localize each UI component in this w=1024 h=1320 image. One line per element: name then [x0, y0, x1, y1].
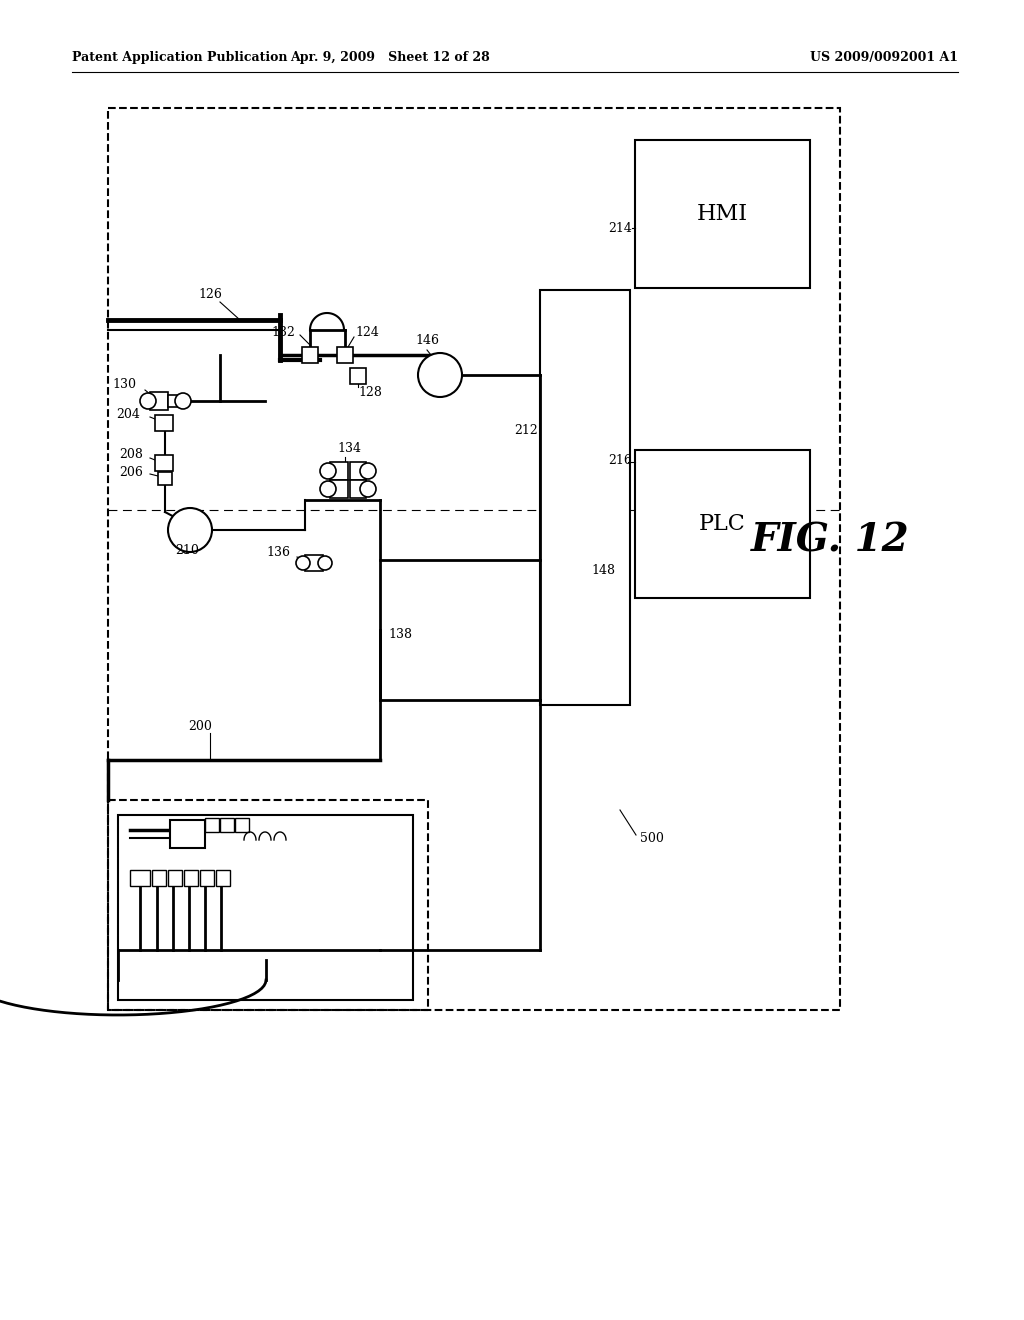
Bar — [150, 392, 168, 411]
Bar — [108, 108, 840, 1010]
Circle shape — [175, 393, 191, 409]
Text: Apr. 9, 2009   Sheet 12 of 28: Apr. 9, 2009 Sheet 12 of 28 — [290, 51, 489, 65]
Bar — [305, 554, 323, 572]
Text: 146: 146 — [415, 334, 439, 346]
Text: 136: 136 — [266, 546, 290, 560]
Bar — [152, 870, 166, 886]
Bar — [635, 140, 810, 288]
Bar — [350, 368, 366, 384]
Text: HMI: HMI — [696, 203, 748, 224]
Bar — [350, 462, 366, 480]
Circle shape — [140, 393, 156, 409]
Text: US 2009/0092001 A1: US 2009/0092001 A1 — [810, 51, 958, 65]
Text: 132: 132 — [271, 326, 295, 338]
Text: 138: 138 — [388, 628, 412, 642]
Text: 210: 210 — [175, 544, 199, 557]
Bar — [200, 870, 214, 886]
Text: 128: 128 — [358, 385, 382, 399]
Circle shape — [168, 508, 212, 552]
Bar — [168, 395, 182, 407]
Bar — [330, 480, 348, 498]
Text: 124: 124 — [355, 326, 379, 338]
Bar — [170, 820, 205, 847]
Bar — [337, 347, 353, 363]
Text: 216: 216 — [608, 454, 632, 466]
Text: 204: 204 — [116, 408, 140, 421]
Circle shape — [418, 352, 462, 397]
Bar — [216, 870, 230, 886]
Circle shape — [360, 463, 376, 479]
Text: 130: 130 — [112, 379, 136, 392]
Text: PLC: PLC — [698, 513, 745, 535]
Circle shape — [360, 480, 376, 498]
Bar — [234, 818, 249, 832]
Bar — [350, 480, 366, 498]
Circle shape — [319, 463, 336, 479]
Text: 134: 134 — [337, 442, 361, 455]
Circle shape — [319, 480, 336, 498]
Text: 208: 208 — [119, 449, 143, 462]
Text: 500: 500 — [640, 832, 664, 845]
Bar — [118, 814, 413, 1001]
Text: Patent Application Publication: Patent Application Publication — [72, 51, 288, 65]
Text: 214: 214 — [608, 222, 632, 235]
Bar — [155, 455, 173, 471]
Text: 206: 206 — [119, 466, 143, 479]
Text: 212: 212 — [514, 424, 538, 437]
Text: 200: 200 — [188, 719, 212, 733]
Text: 126: 126 — [198, 288, 222, 301]
Bar — [184, 870, 198, 886]
Bar — [302, 347, 318, 363]
Circle shape — [318, 556, 332, 570]
Bar — [155, 414, 173, 432]
Bar — [108, 800, 428, 1010]
Bar — [220, 818, 234, 832]
Bar — [330, 462, 348, 480]
Bar — [158, 473, 172, 484]
Text: FIG. 12: FIG. 12 — [751, 521, 909, 558]
Circle shape — [296, 556, 310, 570]
Bar — [540, 290, 630, 705]
Bar — [168, 870, 182, 886]
Text: 148: 148 — [591, 564, 615, 577]
Bar — [635, 450, 810, 598]
Bar — [205, 818, 219, 832]
Bar — [130, 870, 150, 886]
